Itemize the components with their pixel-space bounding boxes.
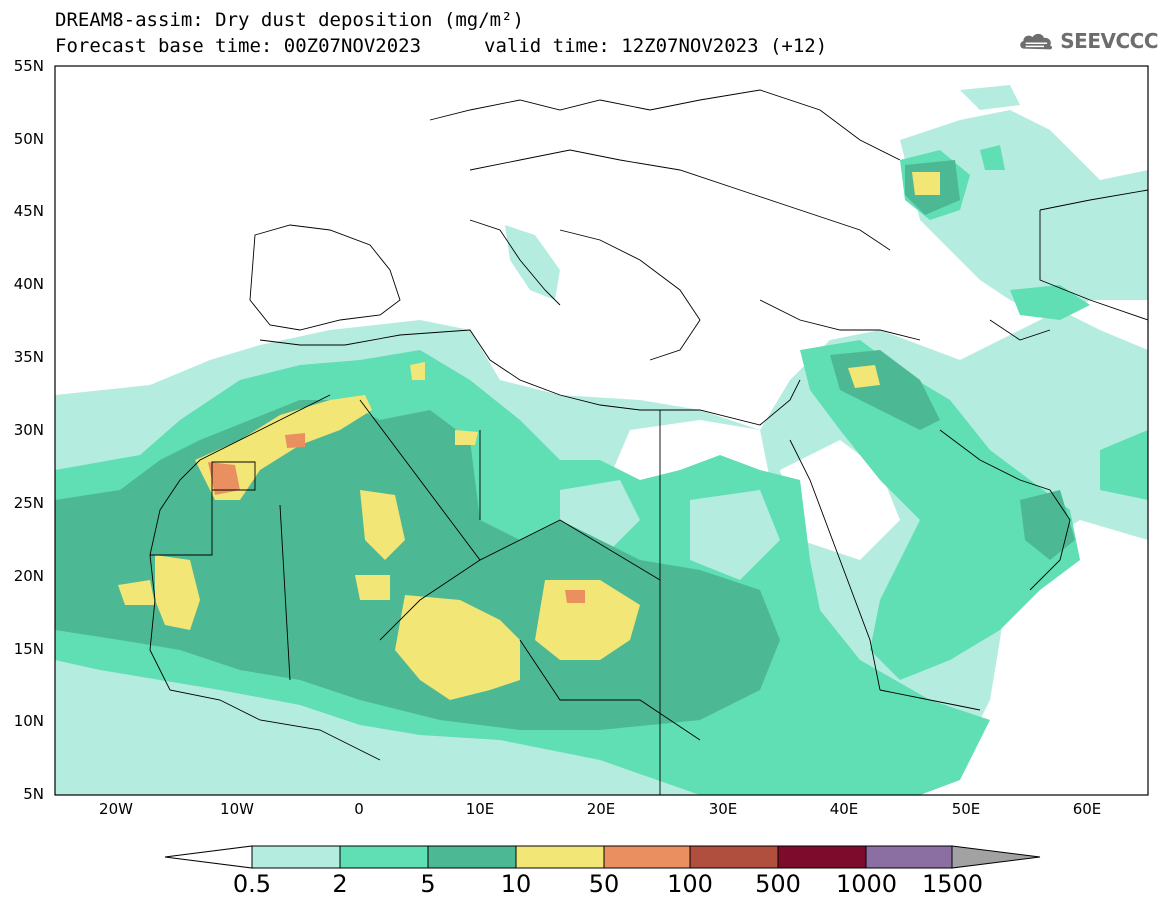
plot-frame	[54, 65, 1149, 796]
lon-label-0: 0	[354, 800, 364, 818]
lat-label-50n: 50N	[13, 130, 44, 148]
lat-label-5n: 5N	[23, 785, 44, 803]
colorbar-label-5: 5	[420, 870, 436, 898]
lon-label-60e: 60E	[1072, 800, 1102, 818]
lon-label-20w: 20W	[99, 800, 133, 818]
valid-time: valid time: 12Z07NOV2023 (+12)	[484, 35, 828, 57]
map-title: DREAM8-assim: Dry dust deposition (mg/m²…	[55, 9, 524, 31]
lat-label-20n: 20N	[13, 567, 44, 585]
cloud-logo-icon	[1020, 33, 1053, 50]
dust-contour-2-arabia	[800, 340, 1080, 680]
lon-label-40e: 40E	[829, 800, 859, 818]
lat-label-10n: 10N	[13, 712, 44, 730]
colorbar-label-0.5: 0.5	[232, 870, 272, 898]
logo-text: SEEVCCC	[1060, 29, 1158, 53]
seevccc-logo: SEEVCCC	[1018, 26, 1158, 56]
dust-contour-10	[195, 395, 372, 500]
dust-contour-0.5-north	[900, 110, 1148, 320]
forecast-base-time: Forecast base time: 00Z07NOV2023	[55, 35, 422, 57]
dust-field	[55, 66, 1148, 795]
lat-label-55n: 55N	[13, 57, 44, 75]
colorbar-label-1000: 1000	[836, 870, 898, 898]
lat-label-40n: 40N	[13, 275, 44, 293]
colorbar-label-100: 100	[667, 870, 713, 898]
lon-label-50e: 50E	[951, 800, 981, 818]
lat-label-45n: 45N	[13, 202, 44, 220]
colorbar-label-10: 10	[500, 870, 532, 898]
colorbar-label-500: 500	[755, 870, 801, 898]
dust-contour-0.5-italy	[505, 225, 560, 300]
colorbar-label-1500: 1500	[922, 870, 984, 898]
lat-label-30n: 30N	[13, 421, 44, 439]
lat-label-15n: 15N	[13, 640, 44, 658]
lat-label-25n: 25N	[13, 494, 44, 512]
colorbar	[164, 845, 1041, 869]
lon-label-10e: 10E	[465, 800, 495, 818]
colorbar-label-2: 2	[332, 870, 348, 898]
lat-label-35n: 35N	[13, 348, 44, 366]
lon-label-30e: 30E	[708, 800, 738, 818]
dust-contour-50	[208, 462, 240, 495]
colorbar-label-50: 50	[588, 870, 620, 898]
dust-contour-0.5-east	[960, 85, 1020, 110]
lon-label-20e: 20E	[586, 800, 616, 818]
lon-label-10w: 10W	[220, 800, 254, 818]
coastlines	[149, 89, 1148, 795]
